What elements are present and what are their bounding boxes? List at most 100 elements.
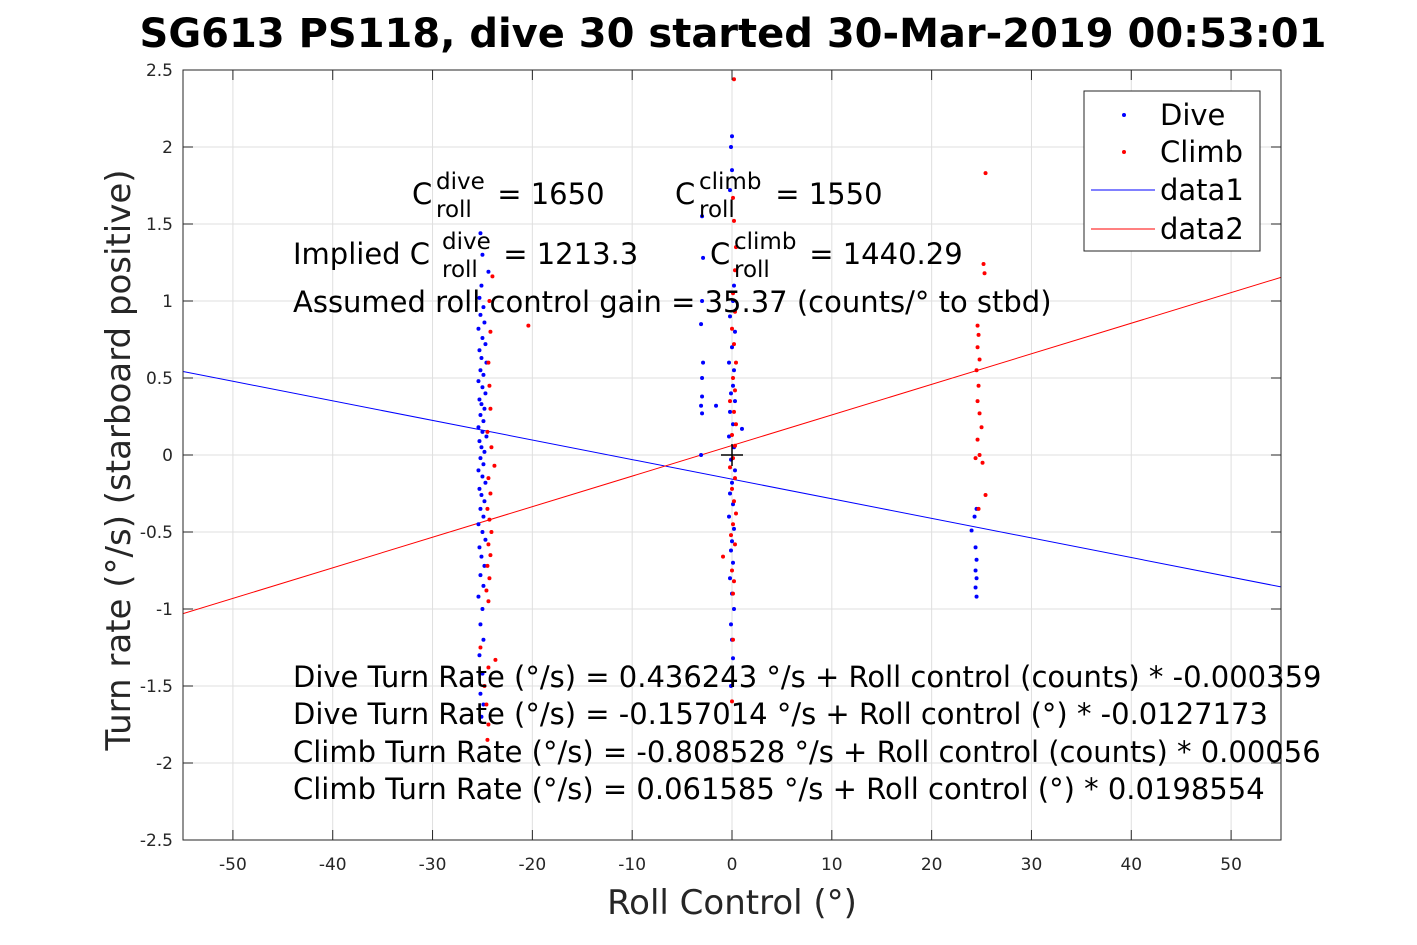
legend-label-climb: Climb [1160,135,1243,169]
y-tick-label: 0.5 [146,369,173,389]
coef-climb-value: = 1550 [766,177,883,211]
point-dive [700,394,705,399]
point-dive [477,545,482,550]
point-climb [733,360,738,365]
point-dive [701,360,706,365]
equation-climb-degrees: Climb Turn Rate (°/s) = 0.061585 °/s + R… [293,772,1265,806]
implied-dive-superscript: dive [442,229,491,255]
point-dive [480,335,485,340]
point-dive [969,528,974,533]
implied-climb-value: = 1440.29 [800,237,963,271]
fit-line-data1 [183,370,1281,588]
point-dive [479,554,484,559]
point-dive [481,305,486,310]
y-tick-label: 0 [162,446,173,466]
point-climb [485,563,490,568]
point-dive [974,557,979,562]
point-dive [483,537,488,542]
point-dive [728,409,733,414]
point-dive [482,320,487,325]
x-tick-label: -10 [618,855,646,875]
point-dive [732,399,737,404]
point-climb [974,368,979,373]
point-climb [487,383,492,388]
point-dive [481,462,486,467]
x-tick-label: -20 [518,855,546,875]
coef-climb-subscript: roll [699,197,735,223]
point-dive [478,231,483,236]
point-dive [730,299,735,303]
point-climb [526,323,531,328]
point-dive [701,255,706,260]
legend-swatch-climb [1122,150,1126,154]
point-climb [728,465,733,470]
point-climb [482,684,487,688]
point-climb [486,722,491,727]
point-dive [731,526,736,531]
point-climb [732,542,737,547]
point-dive [481,637,486,642]
point-dive [482,449,487,454]
point-climb [976,383,981,388]
point-dive [479,493,484,498]
point-climb [730,486,734,491]
point-dive [728,576,733,581]
point-climb [488,491,493,496]
point-dive [486,269,491,274]
point-climb [732,388,737,393]
point-climb [493,657,498,662]
point-dive [973,568,978,573]
equation-climb-counts: Climb Turn Rate (°/s) = -0.808528 °/s + … [293,735,1321,769]
point-dive [728,491,733,496]
point-dive [478,412,483,417]
point-climb [973,456,978,461]
point-dive [477,295,482,300]
point-climb [486,665,491,670]
coef-dive-superscript: dive [436,169,485,195]
point-climb [730,291,735,296]
x-tick-label: 50 [1220,855,1242,875]
coef-climb-annotation: C climb roll = 1550 [675,169,883,223]
y-tick-label: -2.5 [140,831,173,851]
point-dive [699,403,704,408]
point-dive [477,653,482,658]
point-dive [478,622,483,627]
point-climb [488,329,493,334]
x-tick-label: 20 [921,855,943,875]
point-dive [482,563,487,568]
legend-label-data1: data1 [1160,173,1244,207]
point-dive [478,312,483,317]
point-climb [977,453,982,457]
point-dive [727,514,732,519]
point-dive [480,671,485,676]
point-dive [729,391,734,396]
y-tick-label: -2 [156,754,173,774]
coef-dive-annotation: C dive roll = 1650 [412,169,605,223]
point-dive [729,548,734,553]
point-dive [480,252,485,257]
point-climb [489,530,494,534]
x-tick-label: -40 [319,855,347,875]
point-climb [977,411,982,416]
point-climb [731,218,736,223]
point-climb [730,522,735,527]
point-climb [486,599,491,604]
point-climb [492,463,497,468]
point-dive [699,322,704,327]
point-dive [478,456,483,461]
point-climb [728,399,733,404]
point-climb [731,77,736,82]
legend: Dive Climb data1 data2 [1083,90,1261,252]
point-dive [732,329,737,334]
assumed-gain-annotation: Assumed roll control gain = 35.37 (count… [293,285,1052,319]
point-dive [700,214,705,219]
point-dive [477,397,482,402]
chart-title: SG613 PS118, dive 30 started 30-Mar-2019… [140,11,1327,57]
point-climb [485,429,490,434]
legend-box [1083,90,1261,252]
point-dive [700,299,705,303]
coef-dive-symbol: C [412,177,432,211]
point-dive [730,539,734,544]
y-tick-label: -0.5 [140,523,173,543]
point-climb [486,360,491,365]
